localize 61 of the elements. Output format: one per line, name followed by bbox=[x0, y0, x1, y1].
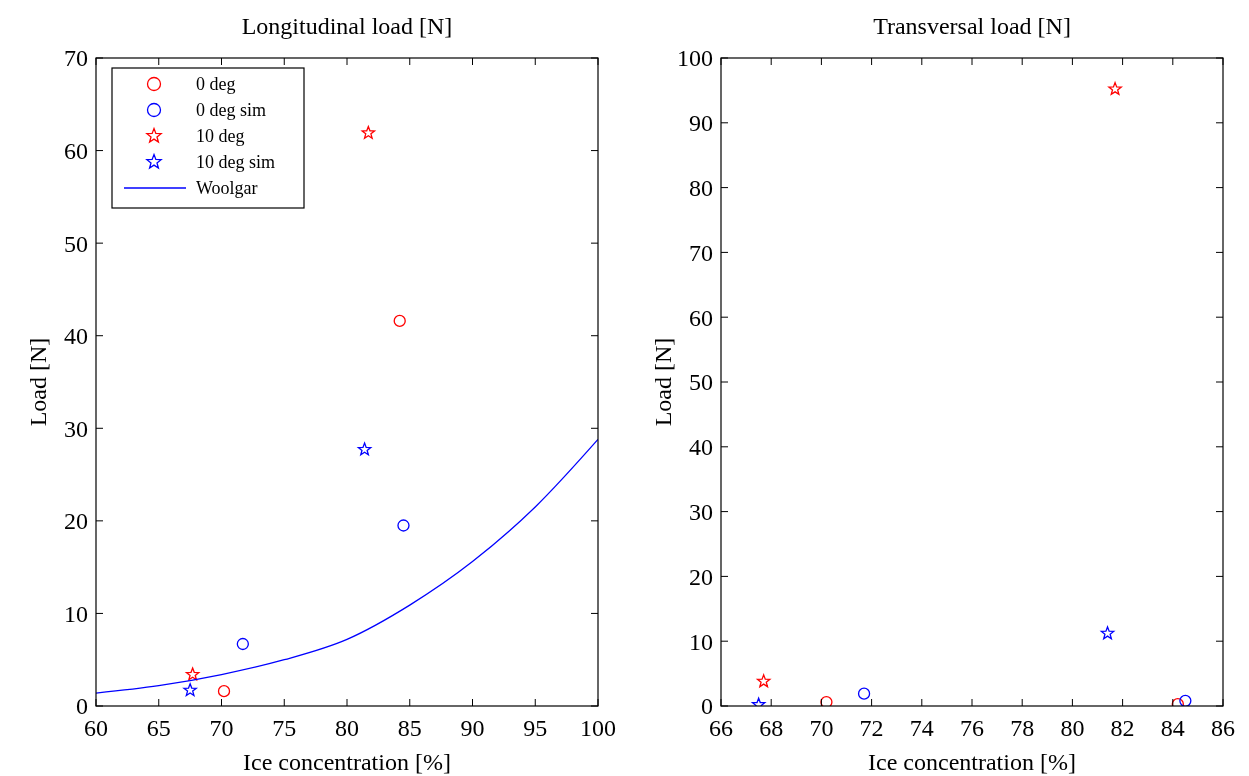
x-tick-label: 74 bbox=[909, 715, 934, 741]
x-tick-label: 100 bbox=[580, 715, 616, 741]
x-tick-label: 80 bbox=[1060, 715, 1085, 741]
point bbox=[361, 125, 376, 139]
x-tick-label: 76 bbox=[960, 715, 984, 741]
y-tick-label: 50 bbox=[64, 230, 88, 257]
y-tick-label: 60 bbox=[689, 304, 713, 331]
point bbox=[397, 519, 410, 532]
legend-label: 0 deg sim bbox=[196, 100, 266, 121]
y-tick-label: 70 bbox=[689, 239, 713, 266]
x-tick-label: 72 bbox=[859, 715, 884, 741]
point bbox=[236, 637, 249, 651]
y-tick-label: 20 bbox=[689, 563, 713, 590]
line-series bbox=[96, 438, 598, 694]
x-tick-label: 95 bbox=[523, 715, 548, 741]
y-tick-label: 50 bbox=[689, 369, 713, 396]
x-tick-label: 82 bbox=[1110, 715, 1135, 741]
point bbox=[217, 685, 231, 698]
chart-title: Transversal load [N] bbox=[873, 13, 1071, 39]
point bbox=[185, 667, 200, 681]
y-tick-label: 40 bbox=[689, 434, 713, 461]
x-tick-label: 85 bbox=[397, 715, 422, 741]
chart-title: Longitudinal load [N] bbox=[241, 13, 453, 39]
y-tick-label: 20 bbox=[64, 508, 88, 535]
y-axis-title: Load [N] bbox=[25, 337, 51, 427]
x-axis-title: Ice concentration [%] bbox=[868, 749, 1076, 775]
x-tick-label: 86 bbox=[1211, 715, 1235, 741]
x-tick-label: 84 bbox=[1160, 715, 1185, 741]
legend-label: Woolgar bbox=[196, 178, 258, 199]
point bbox=[857, 687, 871, 700]
legend-label: 10 deg sim bbox=[196, 152, 275, 173]
y-tick-label: 40 bbox=[64, 323, 88, 350]
x-tick-label: 70 bbox=[209, 715, 234, 741]
y-tick-label: 90 bbox=[689, 110, 713, 137]
x-tick-label: 65 bbox=[146, 715, 171, 741]
y-tick-label: 60 bbox=[64, 137, 88, 164]
y-tick-label: 10 bbox=[64, 600, 88, 627]
y-tick-label: 30 bbox=[64, 415, 88, 442]
y-tick-label: 30 bbox=[689, 499, 713, 525]
legend-label: 10 deg bbox=[196, 126, 245, 147]
y-tick-label: 70 bbox=[64, 45, 88, 72]
x-axis-title: Ice concentration [%] bbox=[243, 749, 451, 775]
x-tick-label: 80 bbox=[335, 715, 359, 741]
y-tick-label: 100 bbox=[677, 45, 713, 72]
point bbox=[820, 695, 833, 706]
x-tick-label: 75 bbox=[272, 715, 297, 741]
y-tick-label: 80 bbox=[689, 175, 713, 201]
point bbox=[1108, 81, 1122, 96]
point bbox=[393, 314, 406, 328]
y-tick-label: 10 bbox=[689, 628, 713, 655]
legend-label: 0 deg bbox=[196, 74, 236, 95]
y-axis-title: Load [N] bbox=[650, 337, 676, 427]
point bbox=[756, 674, 771, 688]
point bbox=[357, 442, 372, 456]
x-tick-label: 78 bbox=[1010, 715, 1035, 741]
point bbox=[183, 683, 197, 697]
x-tick-label: 70 bbox=[809, 715, 834, 741]
point bbox=[1179, 694, 1192, 706]
x-tick-label: 68 bbox=[759, 715, 784, 741]
point bbox=[1100, 626, 1115, 640]
x-tick-label: 90 bbox=[460, 715, 485, 741]
